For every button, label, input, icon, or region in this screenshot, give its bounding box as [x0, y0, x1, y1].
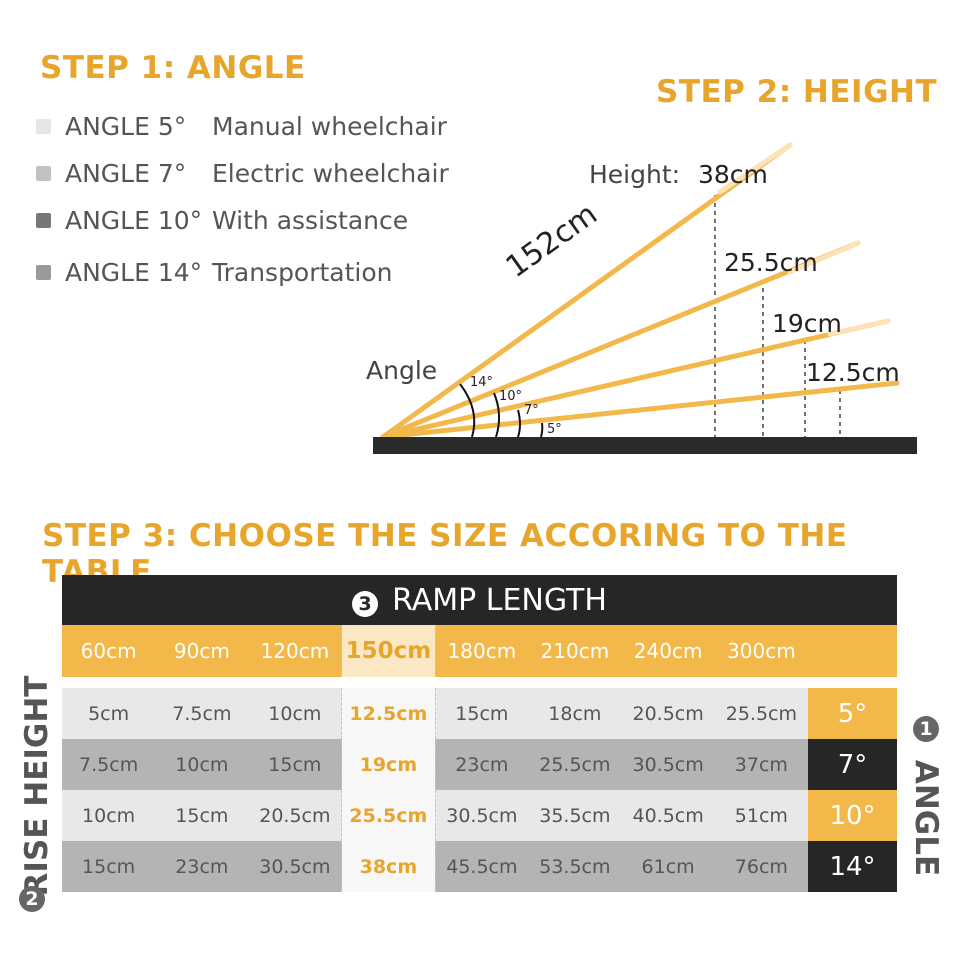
length-header-cell: 240cm — [621, 625, 715, 677]
length-header-cell: 120cm — [248, 625, 342, 677]
rise-cell: 38cm — [341, 841, 436, 892]
arc-10 — [493, 392, 500, 438]
rise-cell: 10cm — [155, 739, 249, 790]
table-row: 5cm 7.5cm 10cm 12.5cm 15cm 18cm 20.5cm 25.5cm 5° — [62, 688, 898, 739]
angle-cell: 5° — [808, 688, 898, 739]
legend-use: With assistance — [212, 206, 409, 235]
step-2-badge: 2 — [19, 886, 45, 912]
legend-item: ANGLE 7° Electric wheelchair — [36, 159, 449, 188]
rise-cell: 18cm — [528, 688, 622, 739]
angle-5: 5° — [547, 422, 562, 437]
length-header-cell: 210cm — [528, 625, 622, 677]
legend-item: ANGLE 5° Manual wheelchair — [36, 112, 447, 141]
length-header-cell: 60cm — [62, 625, 156, 677]
ramp-line-10 — [380, 240, 861, 440]
rise-height-label: RISE HEIGHT — [19, 675, 55, 897]
angle-axis-label: ANGLE — [908, 759, 944, 877]
rise-cell: 7.5cm — [62, 739, 156, 790]
rise-cell: 20.5cm — [248, 790, 342, 841]
length-header-empty — [808, 625, 898, 677]
ramp-length-title: RAMP LENGTH — [392, 582, 607, 618]
rise-cell: 15cm — [248, 739, 342, 790]
length-header-cell: 90cm — [155, 625, 249, 677]
rise-cell: 30.5cm — [248, 841, 342, 892]
legend-swatch — [36, 119, 51, 134]
rise-cell: 15cm — [155, 790, 249, 841]
rise-cell: 20.5cm — [621, 688, 715, 739]
rise-cell: 53.5cm — [528, 841, 622, 892]
angle-cell: 14° — [808, 841, 898, 892]
legend-item: ANGLE 10° With assistance — [36, 206, 408, 235]
angle-7: 7° — [524, 403, 539, 418]
rise-cell: 15cm — [62, 841, 156, 892]
legend-angle: ANGLE 14° — [65, 258, 203, 287]
angle-cell: 10° — [808, 790, 898, 841]
arc-7 — [517, 409, 521, 438]
ramp-length-header: 3 RAMP LENGTH — [62, 575, 898, 625]
rise-cell: 35.5cm — [528, 790, 622, 841]
ramp-line-7 — [380, 318, 891, 440]
arc-14 — [459, 383, 476, 438]
rise-cell: 25.5cm — [714, 688, 808, 739]
rise-height-axis: RISE HEIGHT — [17, 668, 57, 908]
table-row: 15cm 23cm 30.5cm 38cm 45.5cm 53.5cm 61cm 76cm 14… — [62, 841, 898, 892]
rise-cell: 30.5cm — [435, 790, 529, 841]
size-table: 3 RAMP LENGTH 60cm 90cm 120cm 150cm 180cm 210c… — [62, 575, 898, 892]
height-25: 25.5cm — [724, 248, 818, 277]
step-1-badge: 1 — [913, 716, 939, 742]
legend-angle: ANGLE 10° — [65, 206, 203, 235]
rise-cell: 45.5cm — [435, 841, 529, 892]
rise-cell: 30.5cm — [621, 739, 715, 790]
height-38: 38cm — [698, 160, 768, 189]
rise-cell: 40.5cm — [621, 790, 715, 841]
table-row: 10cm 15cm 20.5cm 25.5cm 30.5cm 35.5cm 40.5cm 51… — [62, 790, 898, 841]
step1-title: STEP 1: ANGLE — [40, 50, 306, 86]
legend-swatch — [36, 265, 51, 280]
rise-cell: 15cm — [435, 688, 529, 739]
ramp-diagram — [373, 142, 917, 454]
legend-use: Electric wheelchair — [212, 159, 449, 188]
rise-cell: 76cm — [714, 841, 808, 892]
legend-use: Manual wheelchair — [212, 112, 447, 141]
length-row: 60cm 90cm 120cm 150cm 180cm 210cm 240cm 300cm — [62, 625, 898, 677]
rise-cell: 5cm — [62, 688, 156, 739]
arc-5 — [540, 422, 544, 438]
rise-cell: 10cm — [62, 790, 156, 841]
rise-cell: 25.5cm — [341, 790, 436, 841]
rise-cell: 37cm — [714, 739, 808, 790]
rise-cell: 51cm — [714, 790, 808, 841]
angle-cell: 7° — [808, 739, 898, 790]
angle-14: 14° — [470, 375, 494, 390]
angle-10: 10° — [499, 389, 523, 404]
height-12: 12.5cm — [806, 358, 900, 387]
ground-bar — [373, 437, 917, 454]
legend-swatch — [36, 166, 51, 181]
legend-angle: ANGLE 7° — [65, 159, 187, 188]
ramp-line-14 — [380, 142, 793, 440]
length-header-cell: 300cm — [714, 625, 808, 677]
rise-cell: 7.5cm — [155, 688, 249, 739]
rise-cell: 23cm — [435, 739, 529, 790]
rise-cell: 10cm — [248, 688, 342, 739]
rise-cell: 12.5cm — [341, 688, 436, 739]
ramp-line-5 — [380, 380, 900, 440]
height-19: 19cm — [772, 309, 842, 338]
legend-use: Transportation — [212, 258, 393, 287]
legend-swatch — [36, 213, 51, 228]
legend-angle: ANGLE 5° — [65, 112, 187, 141]
rise-cell: 61cm — [621, 841, 715, 892]
table-row: 7.5cm 10cm 15cm 19cm 23cm 25.5cm 30.5cm 37cm 7° — [62, 739, 898, 790]
height-label: Height: — [589, 160, 681, 189]
rise-cell: 25.5cm — [528, 739, 622, 790]
length-header-cell: 180cm — [435, 625, 529, 677]
step-3-badge: 3 — [352, 590, 379, 617]
rise-cell: 23cm — [155, 841, 249, 892]
legend-item: ANGLE 14° Transportation — [36, 258, 393, 287]
angle-label: Angle — [366, 356, 438, 385]
step3-title: STEP 3: CHOOSE THE SIZE ACCORING TO THE … — [42, 518, 848, 590]
length-header-cell: 150cm — [341, 625, 436, 677]
rise-cell: 19cm — [341, 739, 436, 790]
step2-title: STEP 2: HEIGHT — [656, 74, 938, 110]
